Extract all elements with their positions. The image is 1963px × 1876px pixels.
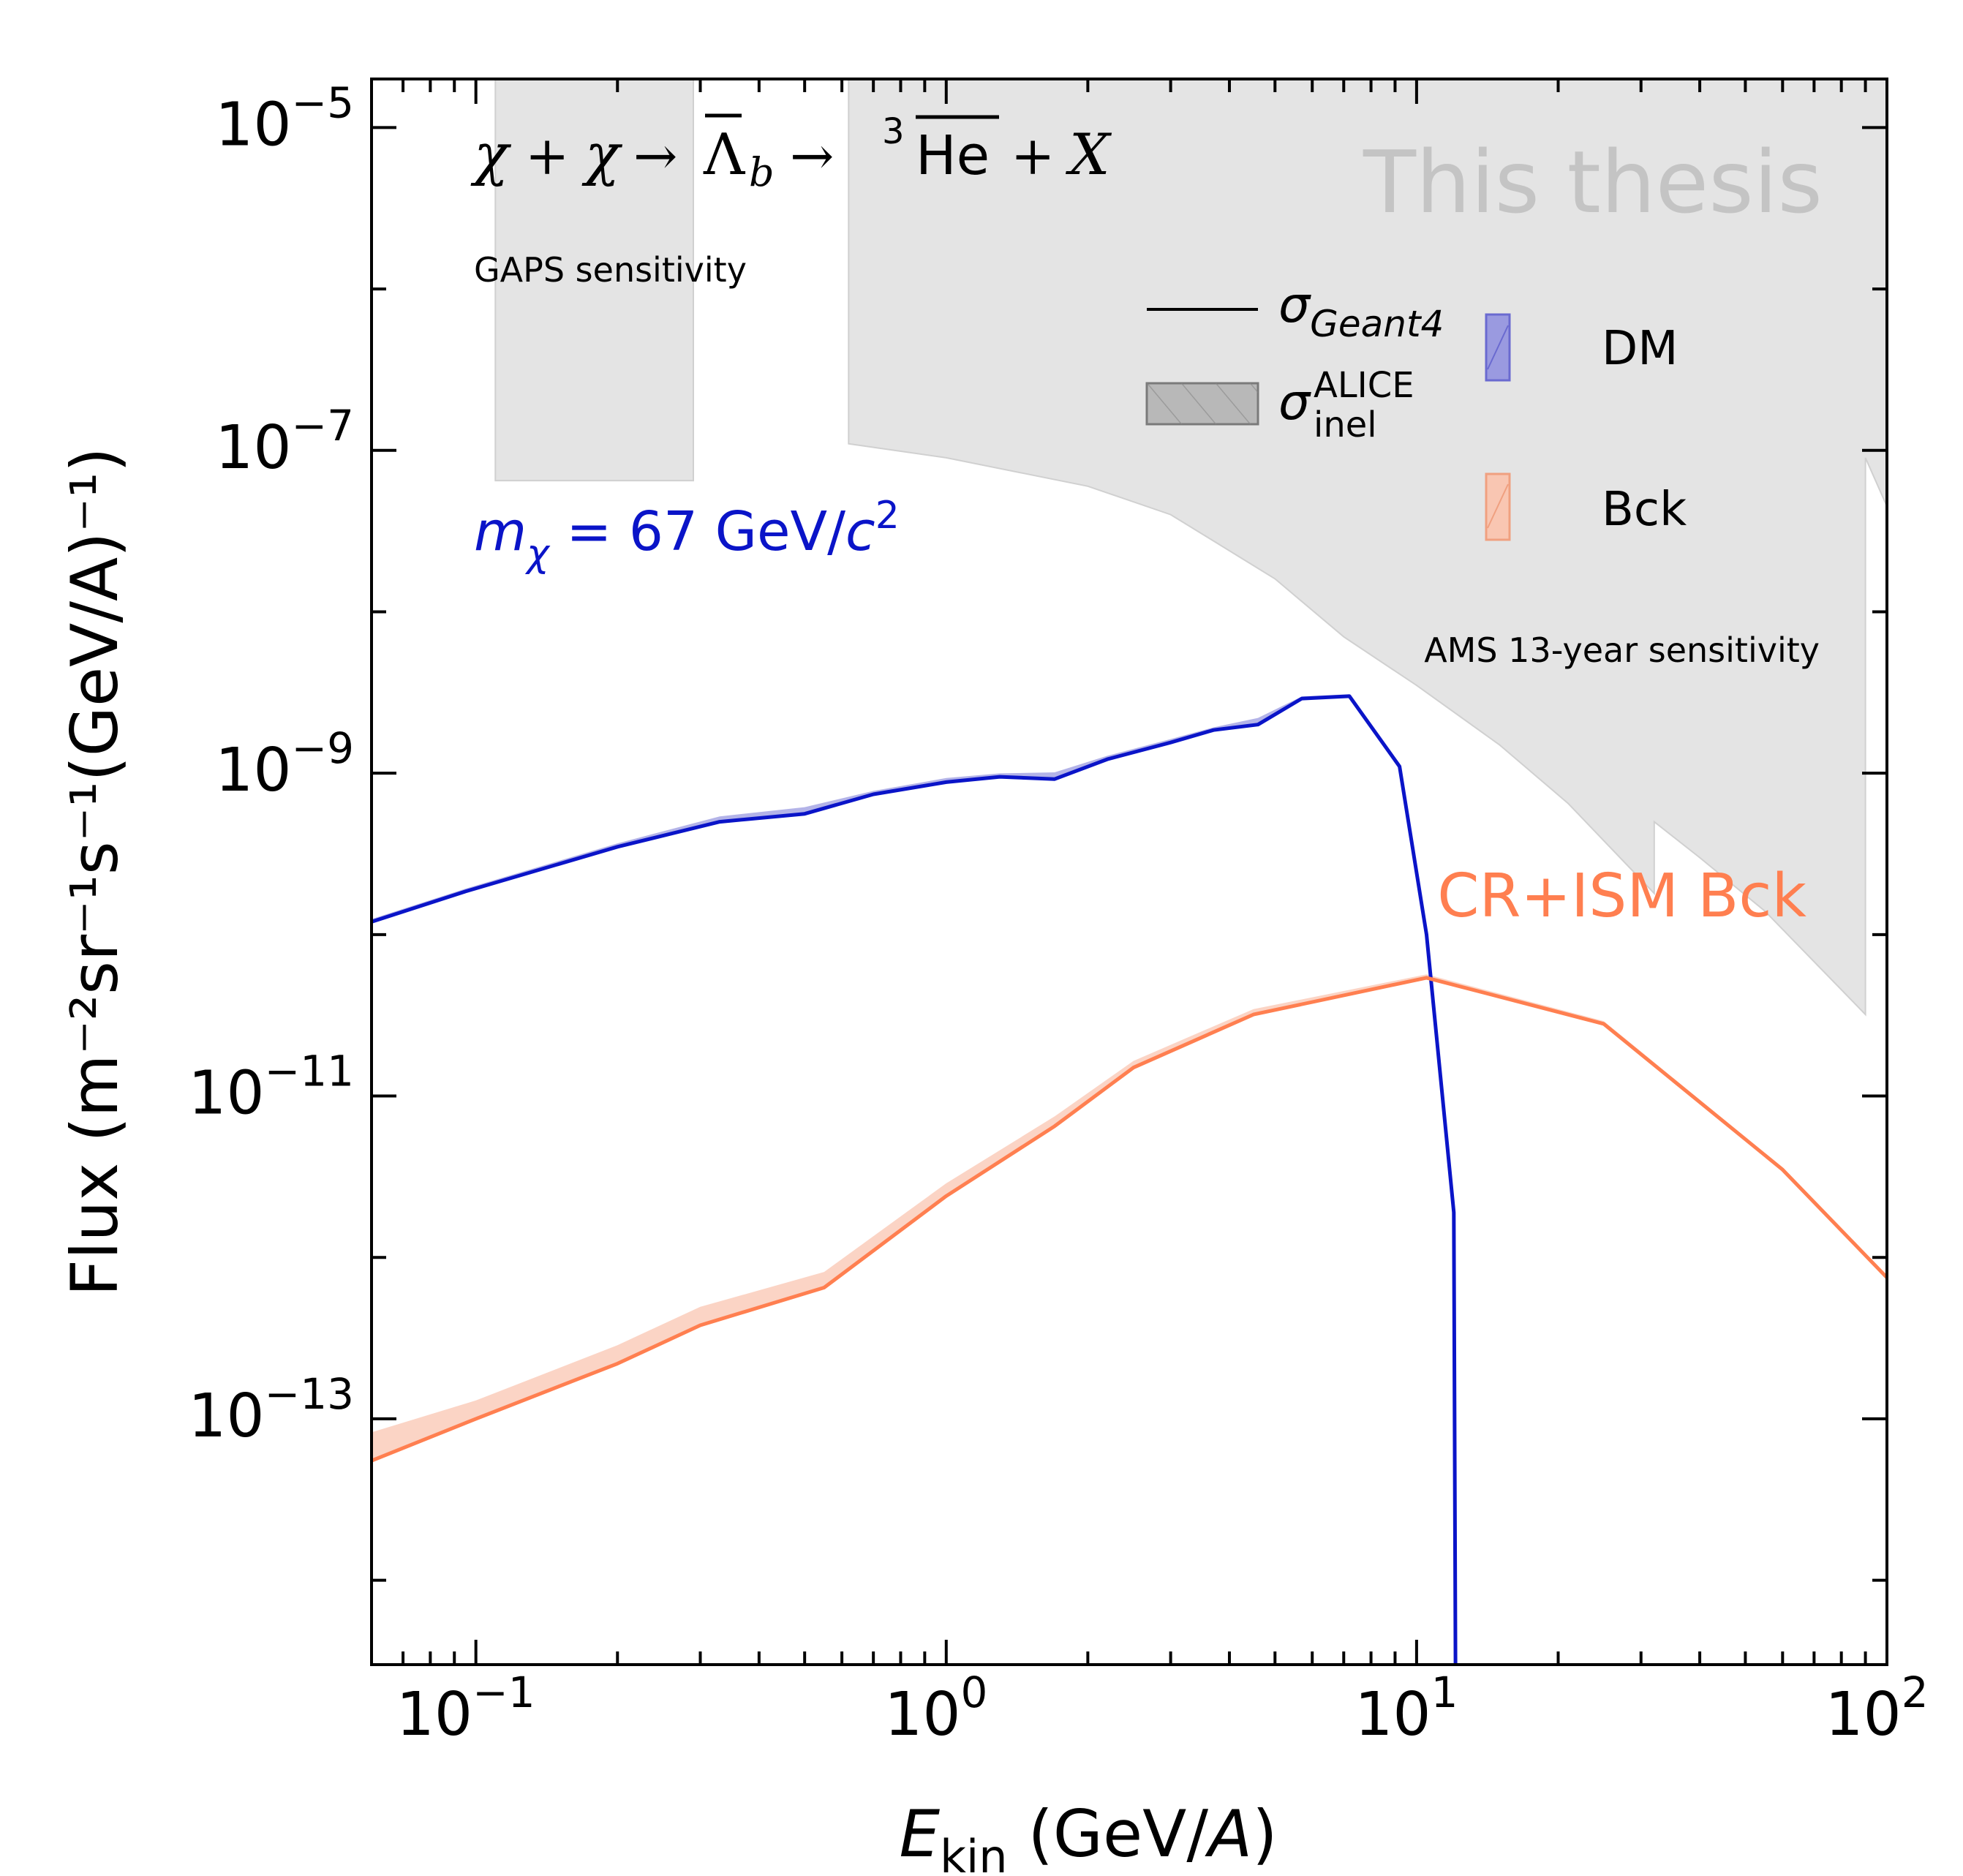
ams-label: AMS 13-year sensitivity [1424,630,1820,670]
y-tick-label: 10−13 [188,1369,354,1451]
series-lines [372,694,1887,1665]
process-annotation: χ + χ → Λ b → 3 He + X [470,111,1112,195]
x-tick-label: 10−1 [396,1668,535,1749]
process-chi-1: χ [470,122,512,188]
sensitivity-regions [494,79,1887,1017]
legend-alice-sup: ALICE [1314,365,1414,406]
y-tick-label: 10−11 [188,1047,354,1129]
gaps-sensitivity-region [494,79,694,482]
process-arrow-1: → [633,125,677,187]
x-tick-label: 100 [884,1668,987,1749]
legend-bck-hatch [1487,483,1509,529]
dm-series-line [372,694,1458,1665]
process-arrow-2: → [790,125,834,187]
watermark-text: This thesis [1363,132,1823,233]
legend-dm-hatch [1487,325,1509,370]
x-tick-label: 102 [1825,1668,1928,1749]
process-lambda: Λ [703,122,746,188]
y-axis-label: Flux (m⁻²sr⁻¹s⁻¹(GeV/A)⁻¹) [57,447,132,1296]
ams-sensitivity-region [848,79,1887,1017]
legend-bck-label: Bck [1602,483,1687,537]
gaps-label: GAPS sensitivity [474,250,747,290]
tick-labels: 10−1 100 101 102 10−5 10−7 10−9 10−11 10−13 [188,78,1928,1749]
axis-ticks [370,79,1888,1665]
bck-uncertainty-band [372,974,1887,1461]
y-tick-label: 10−7 [215,401,354,483]
mass-c: c [845,500,875,563]
y-tick-label: 10−9 [215,723,354,805]
legend-alice-label: σ [1278,374,1311,432]
process-he: He [916,124,990,187]
dm-uncertainty-band [372,694,1456,1665]
crism-label: CR+ISM Bck [1437,862,1806,931]
process-lambda-sub: b [749,149,775,195]
legend-alice-hatch [1147,383,1258,424]
process-plus-2: + [1011,125,1055,187]
process-x: X [1065,122,1112,188]
legend: σGeant4 σ ALICE inel DM Bck [1145,276,1687,541]
bck-series-line [372,976,1887,1463]
plot-frame [370,78,1888,1666]
legend-dm-swatch [1485,313,1511,382]
mass-exp: 2 [875,494,900,538]
legend-dm-label: DM [1602,322,1678,376]
legend-alice-sub: inel [1314,404,1377,445]
legend-geant-label: σGeant4 [1278,276,1444,345]
x-tick-label: 101 [1354,1668,1458,1749]
y-tick-label: 10−5 [215,78,354,159]
process-he-mass: 3 [882,111,905,152]
mass-value: = 67 GeV/ [549,500,845,563]
process-plus-1: + [525,125,569,187]
process-chi-2: χ [581,122,623,188]
mass-sub: χ [524,532,551,576]
uncertainty-bands [372,694,1887,1665]
mass-m: m [474,500,527,563]
mass-label: mχ = 67 GeV/c2 [474,494,900,576]
x-axis-label: Ekin (GeV/A) [899,1796,1277,1876]
